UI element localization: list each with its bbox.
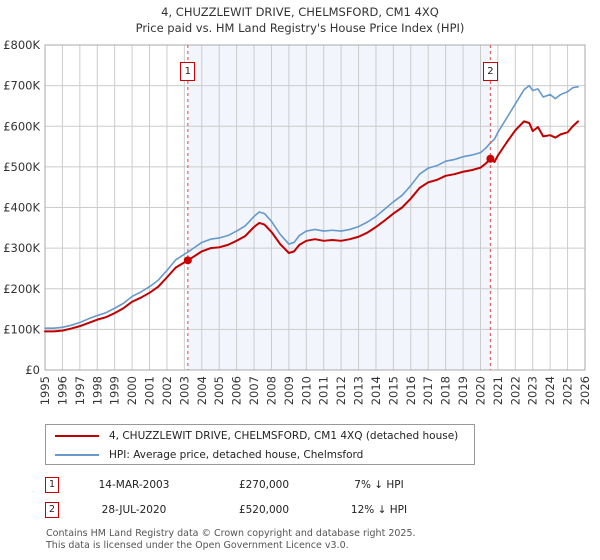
x-axis-tick-label: 2000 [125, 376, 139, 405]
legend-swatch-red-icon [55, 434, 99, 437]
transaction-hpi-delta: 12% ↓ HPI [350, 503, 408, 516]
table-row: 2 28-JUL-2020 £520,000 12% ↓ HPI [45, 497, 475, 522]
x-axis-tick-label: 2001 [143, 376, 157, 405]
x-axis-tick-label: 2023 [526, 376, 540, 405]
status-badge: 1 [45, 476, 59, 493]
chart-svg: £0 £100K £200K £300K £400K £500K £600K £700K £80… [3, 38, 592, 405]
legend-label-hpi: HPI: Average price, detached house, Chel… [109, 448, 364, 461]
x-axis-tick-label: 2010 [299, 376, 313, 405]
transaction-price: £270,000 [238, 478, 290, 491]
status-badge: 2 [45, 501, 59, 518]
y-axis-tick-label: £300K [3, 241, 40, 255]
y-axis-tick-label: £600K [3, 119, 40, 133]
x-axis-tick-label: 2024 [543, 376, 557, 405]
chart-legend: 4, CHUZZLEWIT DRIVE, CHELMSFORD, CM1 4XQ… [45, 424, 475, 465]
legend-item-hpi: HPI: Average price, detached house, Chel… [46, 445, 474, 464]
x-axis-tick-label: 2016 [404, 376, 418, 405]
x-axis-tick-label: 2006 [230, 376, 244, 405]
x-axis-tick-label: 1996 [55, 376, 69, 405]
x-axis-tick-label: 2009 [282, 376, 296, 405]
chart-title-block: 4, CHUZZLEWIT DRIVE, CHELMSFORD, CM1 4XQ… [0, 4, 600, 36]
x-axis-tick-label: 2002 [160, 376, 174, 405]
x-axis-tick-label: 2003 [177, 376, 191, 405]
x-axis-tick-label: 2017 [421, 376, 435, 405]
sale-point-marker[interactable] [486, 154, 495, 163]
x-axis-tick-label: 2018 [439, 376, 453, 405]
legend-item-property: 4, CHUZZLEWIT DRIVE, CHELMSFORD, CM1 4XQ… [46, 426, 474, 445]
y-axis-tick-label: £0 [25, 363, 40, 377]
x-axis-tick-label: 1999 [108, 376, 122, 405]
page-title: 4, CHUZZLEWIT DRIVE, CHELMSFORD, CM1 4XQ [161, 5, 439, 19]
table-row: 1 14-MAR-2003 £270,000 7% ↓ HPI [45, 472, 475, 497]
x-axis-tick-label: 2012 [334, 376, 348, 405]
x-axis-tick-label: 2005 [212, 376, 226, 405]
y-axis-tick-label: £200K [3, 282, 40, 296]
x-axis-tick-label: 2014 [369, 376, 383, 405]
transaction-price: £520,000 [238, 503, 290, 516]
y-axis-tick-label: £400K [3, 201, 40, 215]
transaction-date: 14-MAR-2003 [98, 478, 170, 491]
page-subtitle: Price paid vs. HM Land Registry's House … [135, 21, 465, 35]
transaction-date: 28-JUL-2020 [101, 503, 167, 516]
y-axis-tick-label: £500K [3, 160, 40, 174]
series-line-hpi [44, 84, 579, 329]
x-axis-tick-label: 2020 [473, 376, 487, 405]
footer-line-licence: This data is licensed under the Open Gov… [46, 539, 349, 551]
x-axis-tick-label: 2015 [386, 376, 400, 405]
y-axis-tick-label: £100K [3, 322, 40, 336]
legend-swatch-blue-icon [55, 453, 99, 456]
x-axis-tick-label: 2019 [456, 376, 470, 405]
series-line-property [44, 120, 580, 333]
x-axis-tick-label: 2007 [247, 376, 261, 405]
plot-border [44, 44, 586, 371]
y-axis-tick-label: £800K [3, 38, 40, 52]
x-axis-tick-label: 1997 [73, 376, 87, 405]
x-axis-tick-label: 2022 [508, 376, 522, 405]
x-axis-tick-label: 2025 [561, 376, 575, 405]
x-axis-tick-label: 1998 [90, 376, 104, 405]
chart-plot-area: £0 £100K £200K £300K £400K £500K £600K £700K £80… [3, 38, 592, 405]
transactions-table: 1 14-MAR-2003 £270,000 7% ↓ HPI 2 28-JUL… [45, 472, 475, 522]
x-axis-tick-label: 2004 [195, 376, 209, 405]
x-axis-tick-label: 2013 [352, 376, 366, 405]
x-axis-tick-label: 2021 [491, 376, 505, 405]
transaction-hpi-delta: 7% ↓ HPI [354, 478, 404, 491]
footer-attribution: Contains HM Land Registry data © Crown c… [46, 528, 586, 551]
y-axis-tick-label: £700K [3, 79, 40, 93]
legend-label-property: 4, CHUZZLEWIT DRIVE, CHELMSFORD, CM1 4XQ… [109, 429, 459, 442]
x-axis-tick-label: 2026 [578, 376, 592, 405]
x-axis-tick-label: 2008 [264, 376, 278, 405]
x-axis-tick-label: 1995 [38, 376, 52, 405]
x-axis-tick-label: 2011 [317, 376, 331, 405]
sale-point-marker[interactable] [183, 256, 192, 265]
footer-line-copyright: Contains HM Land Registry data © Crown c… [46, 528, 416, 539]
sale-marker-badge-2[interactable]: 2 [482, 62, 498, 81]
sale-marker-badge-1[interactable]: 1 [180, 62, 196, 81]
